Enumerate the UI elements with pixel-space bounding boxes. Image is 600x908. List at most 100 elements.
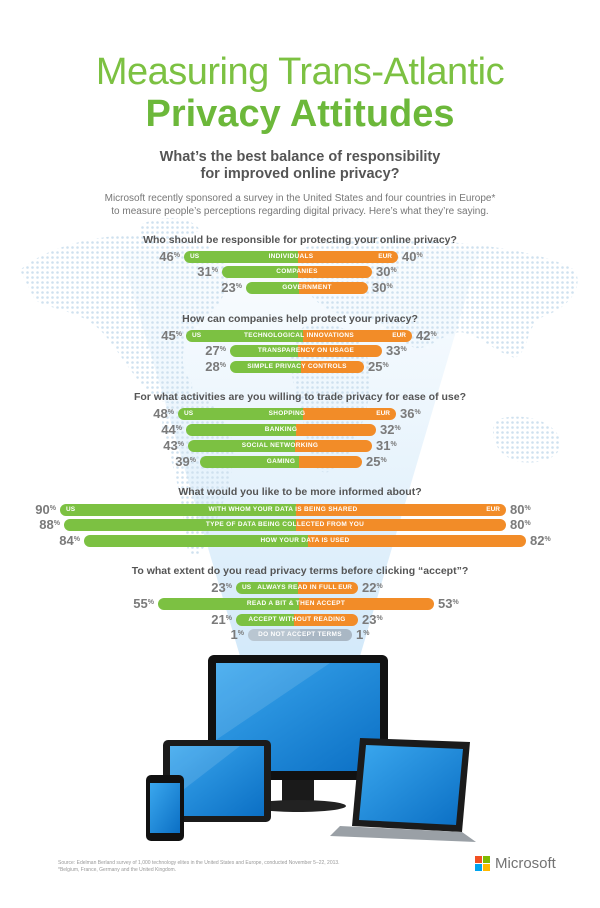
eur-bar-segment	[298, 598, 434, 610]
subtitle-line-2: for improved online privacy?	[200, 166, 400, 182]
comparison-bar: TRANSPARENCY ON USAGE	[230, 345, 382, 357]
eur-bar-segment	[300, 629, 352, 641]
us-bar-segment	[230, 361, 301, 373]
source-note: Source: Edelman Berland survey of 1,000 …	[58, 860, 388, 874]
eur-percentage: 25%	[366, 454, 387, 469]
us-bar-segment	[64, 519, 296, 531]
eur-region-label: EUR	[486, 506, 500, 513]
eur-percentage-value: 80	[510, 517, 525, 532]
eur-bar-segment	[298, 251, 398, 263]
section-question: How can companies help protect your priv…	[182, 313, 418, 325]
eur-percentage: 40%	[402, 249, 423, 264]
eur-bar-segment	[307, 535, 526, 547]
us-percentage: 43%	[163, 438, 184, 453]
eur-percentage-value: 25	[366, 454, 381, 469]
us-percentage: 21%	[211, 612, 232, 627]
eur-percentage-value: 31	[376, 438, 391, 453]
laptop-illustration	[330, 738, 476, 842]
bar-label: HOW YOUR DATA IS USED	[260, 537, 350, 544]
eur-percentage-value: 25	[368, 359, 383, 374]
us-bar-segment	[178, 408, 303, 420]
us-percentage: 45%	[161, 328, 182, 343]
bar-label: TRANSPARENCY ON USAGE	[257, 347, 355, 354]
eur-percentage-value: 36	[400, 406, 415, 421]
us-bar-segment	[246, 282, 299, 294]
eur-percentage-value: 1	[356, 627, 364, 642]
bar-label: COMPANIES	[276, 268, 318, 275]
eur-bar-segment	[296, 504, 506, 516]
eur-bar-segment	[294, 614, 358, 626]
eur-percentage-value: 30	[376, 264, 391, 279]
us-percentage: 55%	[133, 596, 154, 611]
us-bar-segment	[188, 440, 295, 452]
us-bar-segment	[230, 345, 299, 357]
eur-percentage-value: 53	[438, 596, 453, 611]
us-percentage: 1%	[230, 627, 244, 642]
eur-bar-segment	[302, 408, 396, 420]
eur-percentage: 80%	[510, 502, 531, 517]
us-bar-segment	[186, 424, 296, 436]
bar-label: ALWAYS READ IN FULL	[257, 584, 337, 591]
us-percentage: 39%	[175, 454, 196, 469]
us-percentage-value: 43	[163, 438, 178, 453]
eur-percentage-value: 33	[386, 343, 401, 358]
us-region-label: US	[192, 332, 202, 339]
microsoft-logo-icon	[475, 856, 491, 872]
comparison-bar: TECHNOLOGICAL INNOVATIONS US EUR	[186, 330, 412, 342]
source-line-2: *Belgium, France, Germany and the United…	[58, 867, 177, 873]
bar-label: DO NOT ACCEPT TERMS	[258, 631, 342, 638]
eur-percentage: 53%	[438, 596, 459, 611]
comparison-bar: SIMPLE PRIVACY CONTROLS	[230, 361, 364, 373]
bar-label: TECHNOLOGICAL INNOVATIONS	[243, 332, 355, 339]
eur-percentage: 36%	[400, 406, 421, 421]
eur-percentage-value: 30	[372, 280, 387, 295]
eur-percentage: 30%	[376, 264, 397, 279]
intro-line-1: Microsoft recently sponsored a survey in…	[104, 193, 496, 204]
us-region-label: US	[190, 253, 200, 260]
eur-percentage: 82%	[530, 533, 551, 548]
eur-percentage: 23%	[362, 612, 383, 627]
us-percentage-value: 23	[221, 280, 236, 295]
eur-percentage-value: 82	[530, 533, 545, 548]
us-percentage: 28%	[205, 359, 226, 374]
eur-percentage-value: 23	[362, 612, 377, 627]
comparison-bar: INDIVIDUALS US EUR	[184, 251, 398, 263]
us-bar-segment	[236, 614, 295, 626]
bar-label: READ A BIT & THEN ACCEPT	[246, 600, 346, 607]
eur-percentage: 25%	[368, 359, 389, 374]
us-bar-segment	[184, 251, 299, 263]
us-percentage: 23%	[211, 580, 232, 595]
us-bar-segment	[84, 535, 308, 547]
us-percentage: 23%	[221, 280, 242, 295]
us-bar-segment	[60, 504, 297, 516]
us-bar-segment	[222, 266, 299, 278]
eur-bar-segment	[294, 440, 372, 452]
main-title-line-1: Measuring Trans-Atlantic	[95, 51, 505, 93]
comparison-bar: GAMING	[200, 456, 362, 468]
us-percentage: 27%	[205, 343, 226, 358]
us-percentage-value: 31	[197, 264, 212, 279]
us-percentage-value: 88	[39, 517, 54, 532]
us-percentage-value: 84	[59, 533, 74, 548]
us-region-label: US	[66, 506, 76, 513]
us-region-label: US	[242, 584, 252, 591]
us-region-label: US	[184, 410, 194, 417]
eur-bar-segment	[298, 456, 362, 468]
microsoft-wordmark: Microsoft	[495, 855, 556, 872]
us-percentage-value: 23	[211, 580, 226, 595]
comparison-bar: BANKING	[186, 424, 376, 436]
us-percentage: 48%	[153, 406, 174, 421]
eur-bar-segment	[296, 424, 376, 436]
eur-percentage: 31%	[376, 438, 397, 453]
main-title-line-2: Privacy Attitudes	[145, 93, 455, 135]
tablet-illustration	[163, 740, 271, 822]
intro-line-2: to measure people’s perceptions regardin…	[111, 206, 489, 217]
eur-bar-segment	[295, 519, 506, 531]
eur-percentage: 22%	[362, 580, 383, 595]
eur-percentage: 32%	[380, 422, 401, 437]
eur-bar-segment	[302, 330, 412, 342]
section-question: Who should be responsible for protecting…	[143, 234, 457, 246]
bar-label: GAMING	[266, 458, 296, 465]
us-percentage-value: 44	[161, 422, 176, 437]
us-percentage: 88%	[39, 517, 60, 532]
